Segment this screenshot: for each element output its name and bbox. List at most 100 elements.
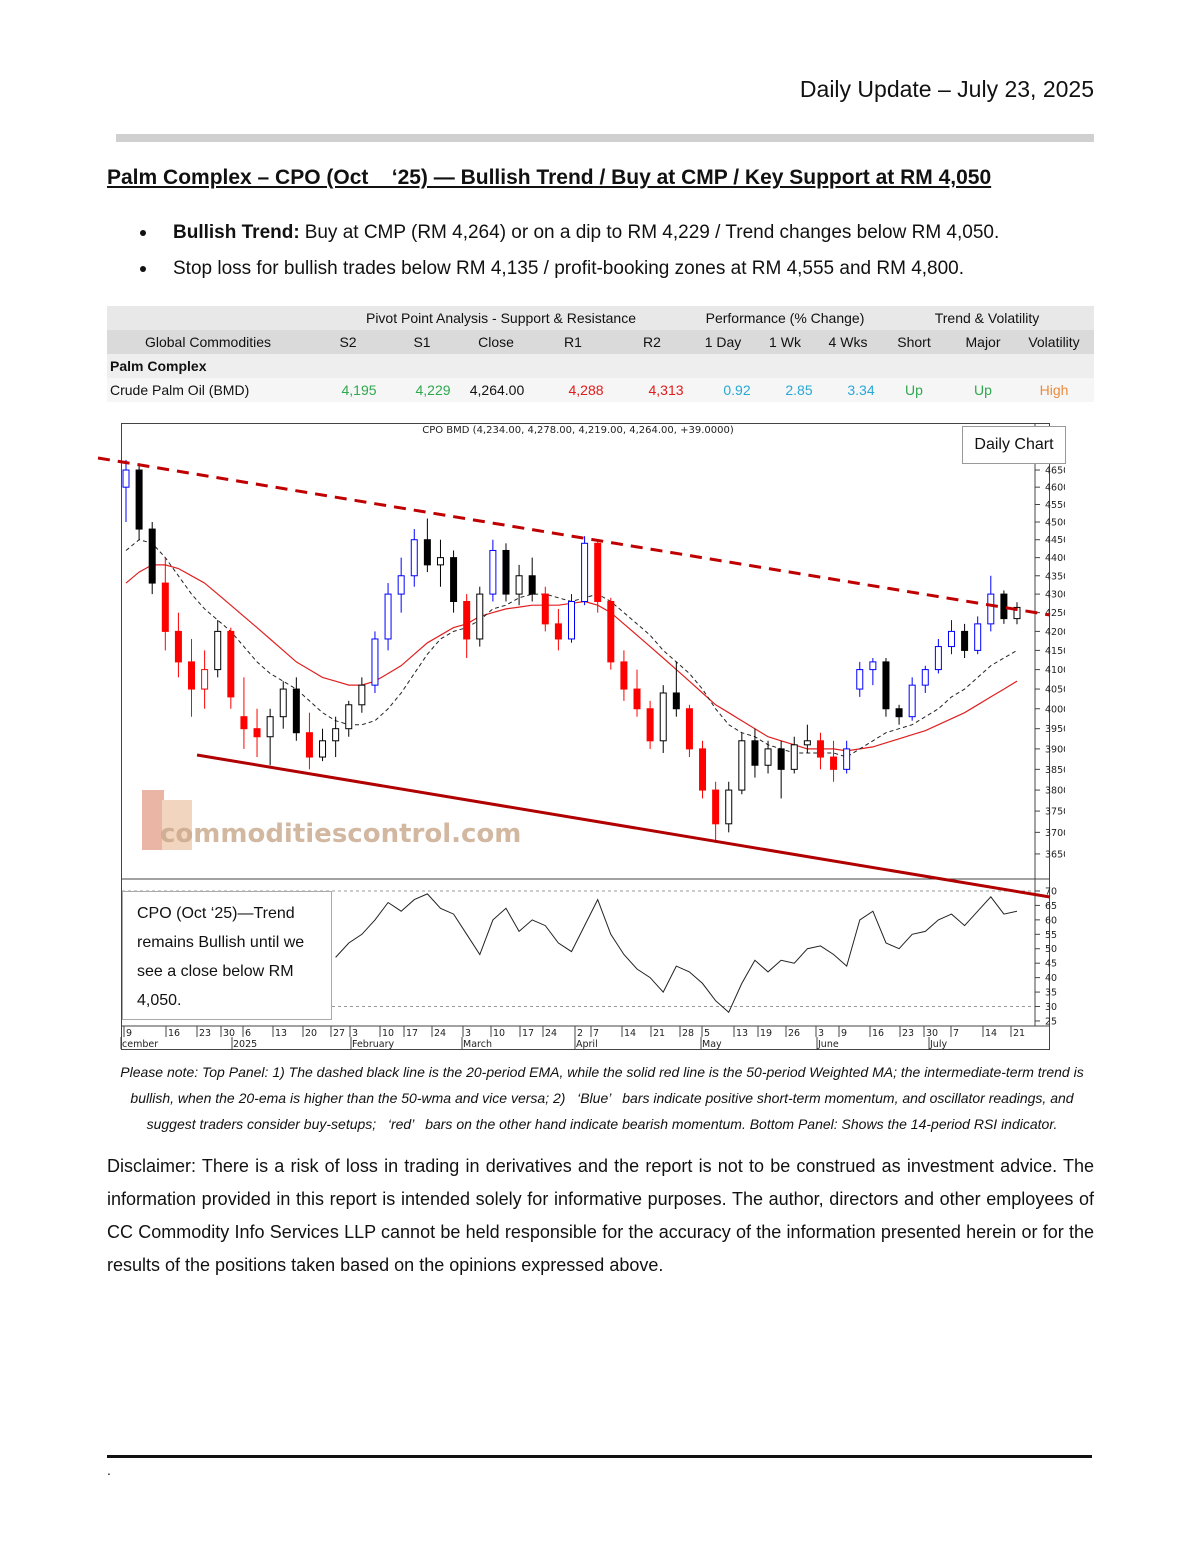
column-header: Close xyxy=(478,334,514,350)
x-month-label: 2025 xyxy=(233,1039,257,1050)
x-day-label: 27 xyxy=(333,1028,345,1039)
y-tick-label: 4100 xyxy=(1045,665,1065,676)
candle-body xyxy=(227,630,235,698)
bullet-text: Stop loss for bullish trades below RM 4,… xyxy=(173,258,965,279)
candle-body xyxy=(161,582,169,632)
x-day-label: 16 xyxy=(168,1028,180,1039)
candle-body xyxy=(764,748,772,766)
group-header: Pivot Point Analysis - Support & Resista… xyxy=(365,310,637,326)
candle-body xyxy=(961,630,969,651)
candle-body xyxy=(685,708,693,750)
x-day-label: 7 xyxy=(593,1028,599,1039)
group-header: Performance (% Change) xyxy=(705,310,865,326)
column-header: R2 xyxy=(643,334,661,350)
logo-block xyxy=(142,790,164,850)
row-label: Crude Palm Oil (BMD) xyxy=(110,382,250,398)
y-tick-label: 4450 xyxy=(1045,535,1065,546)
candle-body xyxy=(568,600,575,640)
candle-body xyxy=(345,704,353,730)
candle-body xyxy=(790,744,798,770)
candle-body xyxy=(856,669,864,690)
candle-body xyxy=(816,740,824,758)
disclaimer: Disclaimer: There is a risk of loss in t… xyxy=(107,1156,1094,1275)
candle-body xyxy=(489,549,497,595)
candle-body xyxy=(751,740,759,766)
candle-body xyxy=(528,575,536,595)
candle-body xyxy=(869,661,877,671)
candle-body xyxy=(934,646,942,671)
candle-body xyxy=(450,557,458,602)
candle-body xyxy=(122,469,130,488)
y-tick-label: 3850 xyxy=(1045,765,1065,776)
candle-body xyxy=(148,528,156,584)
pivot-table: Pivot Point Analysis - Support & Resista… xyxy=(107,306,1094,402)
x-day-label: 17 xyxy=(522,1028,534,1039)
candle-body xyxy=(332,728,340,742)
rsi-tick-label: 40 xyxy=(1045,973,1057,984)
rsi-line xyxy=(335,893,1018,1014)
table-row: Pivot Point Analysis - Support & Resista… xyxy=(107,306,1094,330)
rsi-tick-label: 65 xyxy=(1045,901,1057,912)
x-day-label: 16 xyxy=(872,1028,884,1039)
candle-body xyxy=(397,575,405,595)
column-header: 1 Day xyxy=(704,334,742,350)
x-day-label: 9 xyxy=(841,1028,847,1039)
rsi-tick-label: 55 xyxy=(1045,930,1057,941)
x-day-label: 21 xyxy=(653,1028,665,1039)
x-day-label: 23 xyxy=(902,1028,914,1039)
bullet: Bullish Trend: Buy at CMP (RM 4,264) or o… xyxy=(140,222,999,244)
candle-body xyxy=(279,688,287,718)
x-day-label: 24 xyxy=(545,1028,557,1039)
resistance-trendline xyxy=(97,456,1051,617)
x-day-label: 5 xyxy=(704,1028,710,1039)
x-month-label: June xyxy=(817,1039,839,1050)
rsi-tick-label: 30 xyxy=(1045,1002,1057,1013)
plot-area: 3650370037503800385039003950400040504100… xyxy=(120,459,1065,1050)
candle-body xyxy=(738,740,746,791)
candle-body xyxy=(882,661,890,710)
y-tick-label: 4300 xyxy=(1045,590,1065,601)
table-value: 2.85 xyxy=(785,382,813,398)
column-header: 1 Wk xyxy=(769,334,801,350)
logo-block xyxy=(162,800,192,850)
section-label: Palm Complex xyxy=(110,358,207,374)
candle-body xyxy=(319,740,327,758)
candle-body xyxy=(240,716,248,730)
bullet-text: Buy at CMP (RM 4,264) or on a dip to RM … xyxy=(304,222,1000,243)
table-value: 4,313 xyxy=(648,382,684,398)
date-line: Daily Update – July 23, 2025 xyxy=(799,76,1094,102)
bullet-lead: Bullish Trend: xyxy=(173,222,300,243)
x-day-label: 28 xyxy=(682,1028,694,1039)
column-header: S1 xyxy=(413,334,431,350)
column-header: S2 xyxy=(339,334,357,350)
x-month-label: April xyxy=(576,1039,598,1050)
rsi-tick-label: 70 xyxy=(1045,886,1057,897)
rsi-tick-label: 25 xyxy=(1045,1016,1057,1027)
candle-body xyxy=(1000,593,1008,620)
table-value: 4,195 xyxy=(341,382,377,398)
x-day-label: 23 xyxy=(199,1028,211,1039)
x-day-label: 3 xyxy=(352,1028,358,1039)
candle-body xyxy=(947,630,955,648)
candle-body xyxy=(502,549,510,595)
x-day-label: 13 xyxy=(736,1028,748,1039)
column-header: Major xyxy=(965,334,1001,350)
candle-body xyxy=(908,684,916,718)
x-month-label: May xyxy=(702,1039,722,1050)
group-header: Trend & Volatility xyxy=(934,310,1040,326)
x-day-label: 10 xyxy=(493,1028,505,1039)
table-row: Palm Complex xyxy=(107,354,1094,378)
x-day-label: 19 xyxy=(760,1028,772,1039)
x-day-label: 7 xyxy=(953,1028,959,1039)
candle-body xyxy=(423,539,431,566)
candle-body xyxy=(987,593,995,625)
candle-body xyxy=(292,688,300,734)
chart-header: CPO BMD (4,234.00, 4,278.00, 4,219.00, 4… xyxy=(422,425,734,436)
x-month-label: February xyxy=(352,1039,394,1050)
separator-bar xyxy=(116,134,1094,142)
candle-body xyxy=(384,593,392,640)
rsi-tick-label: 60 xyxy=(1045,915,1057,926)
table-value: 4,264.00 xyxy=(469,382,525,398)
x-day-label: 21 xyxy=(1013,1028,1025,1039)
candle-body xyxy=(712,789,720,825)
